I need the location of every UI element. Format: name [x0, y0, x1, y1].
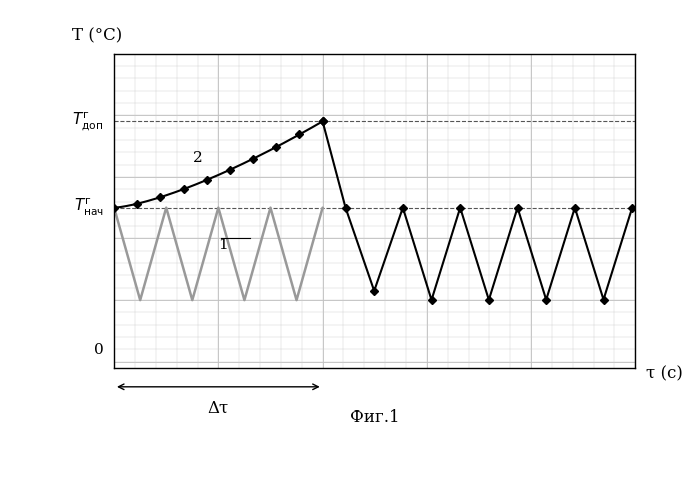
Text: Фиг.1: Фиг.1 — [350, 409, 399, 426]
Text: T (°C): T (°C) — [73, 27, 123, 44]
Text: $T^{\mathsf{г}}_{\mathsf{нач}}$: $T^{\mathsf{г}}_{\mathsf{нач}}$ — [73, 197, 104, 218]
Text: 2: 2 — [193, 151, 202, 165]
Text: 1: 1 — [218, 238, 228, 252]
Text: $T^{\mathsf{г}}_{\mathsf{доп}}$: $T^{\mathsf{г}}_{\mathsf{доп}}$ — [73, 110, 104, 132]
Text: 0: 0 — [94, 343, 104, 357]
Text: τ (с): τ (с) — [646, 366, 683, 382]
Text: Δτ: Δτ — [208, 400, 229, 416]
